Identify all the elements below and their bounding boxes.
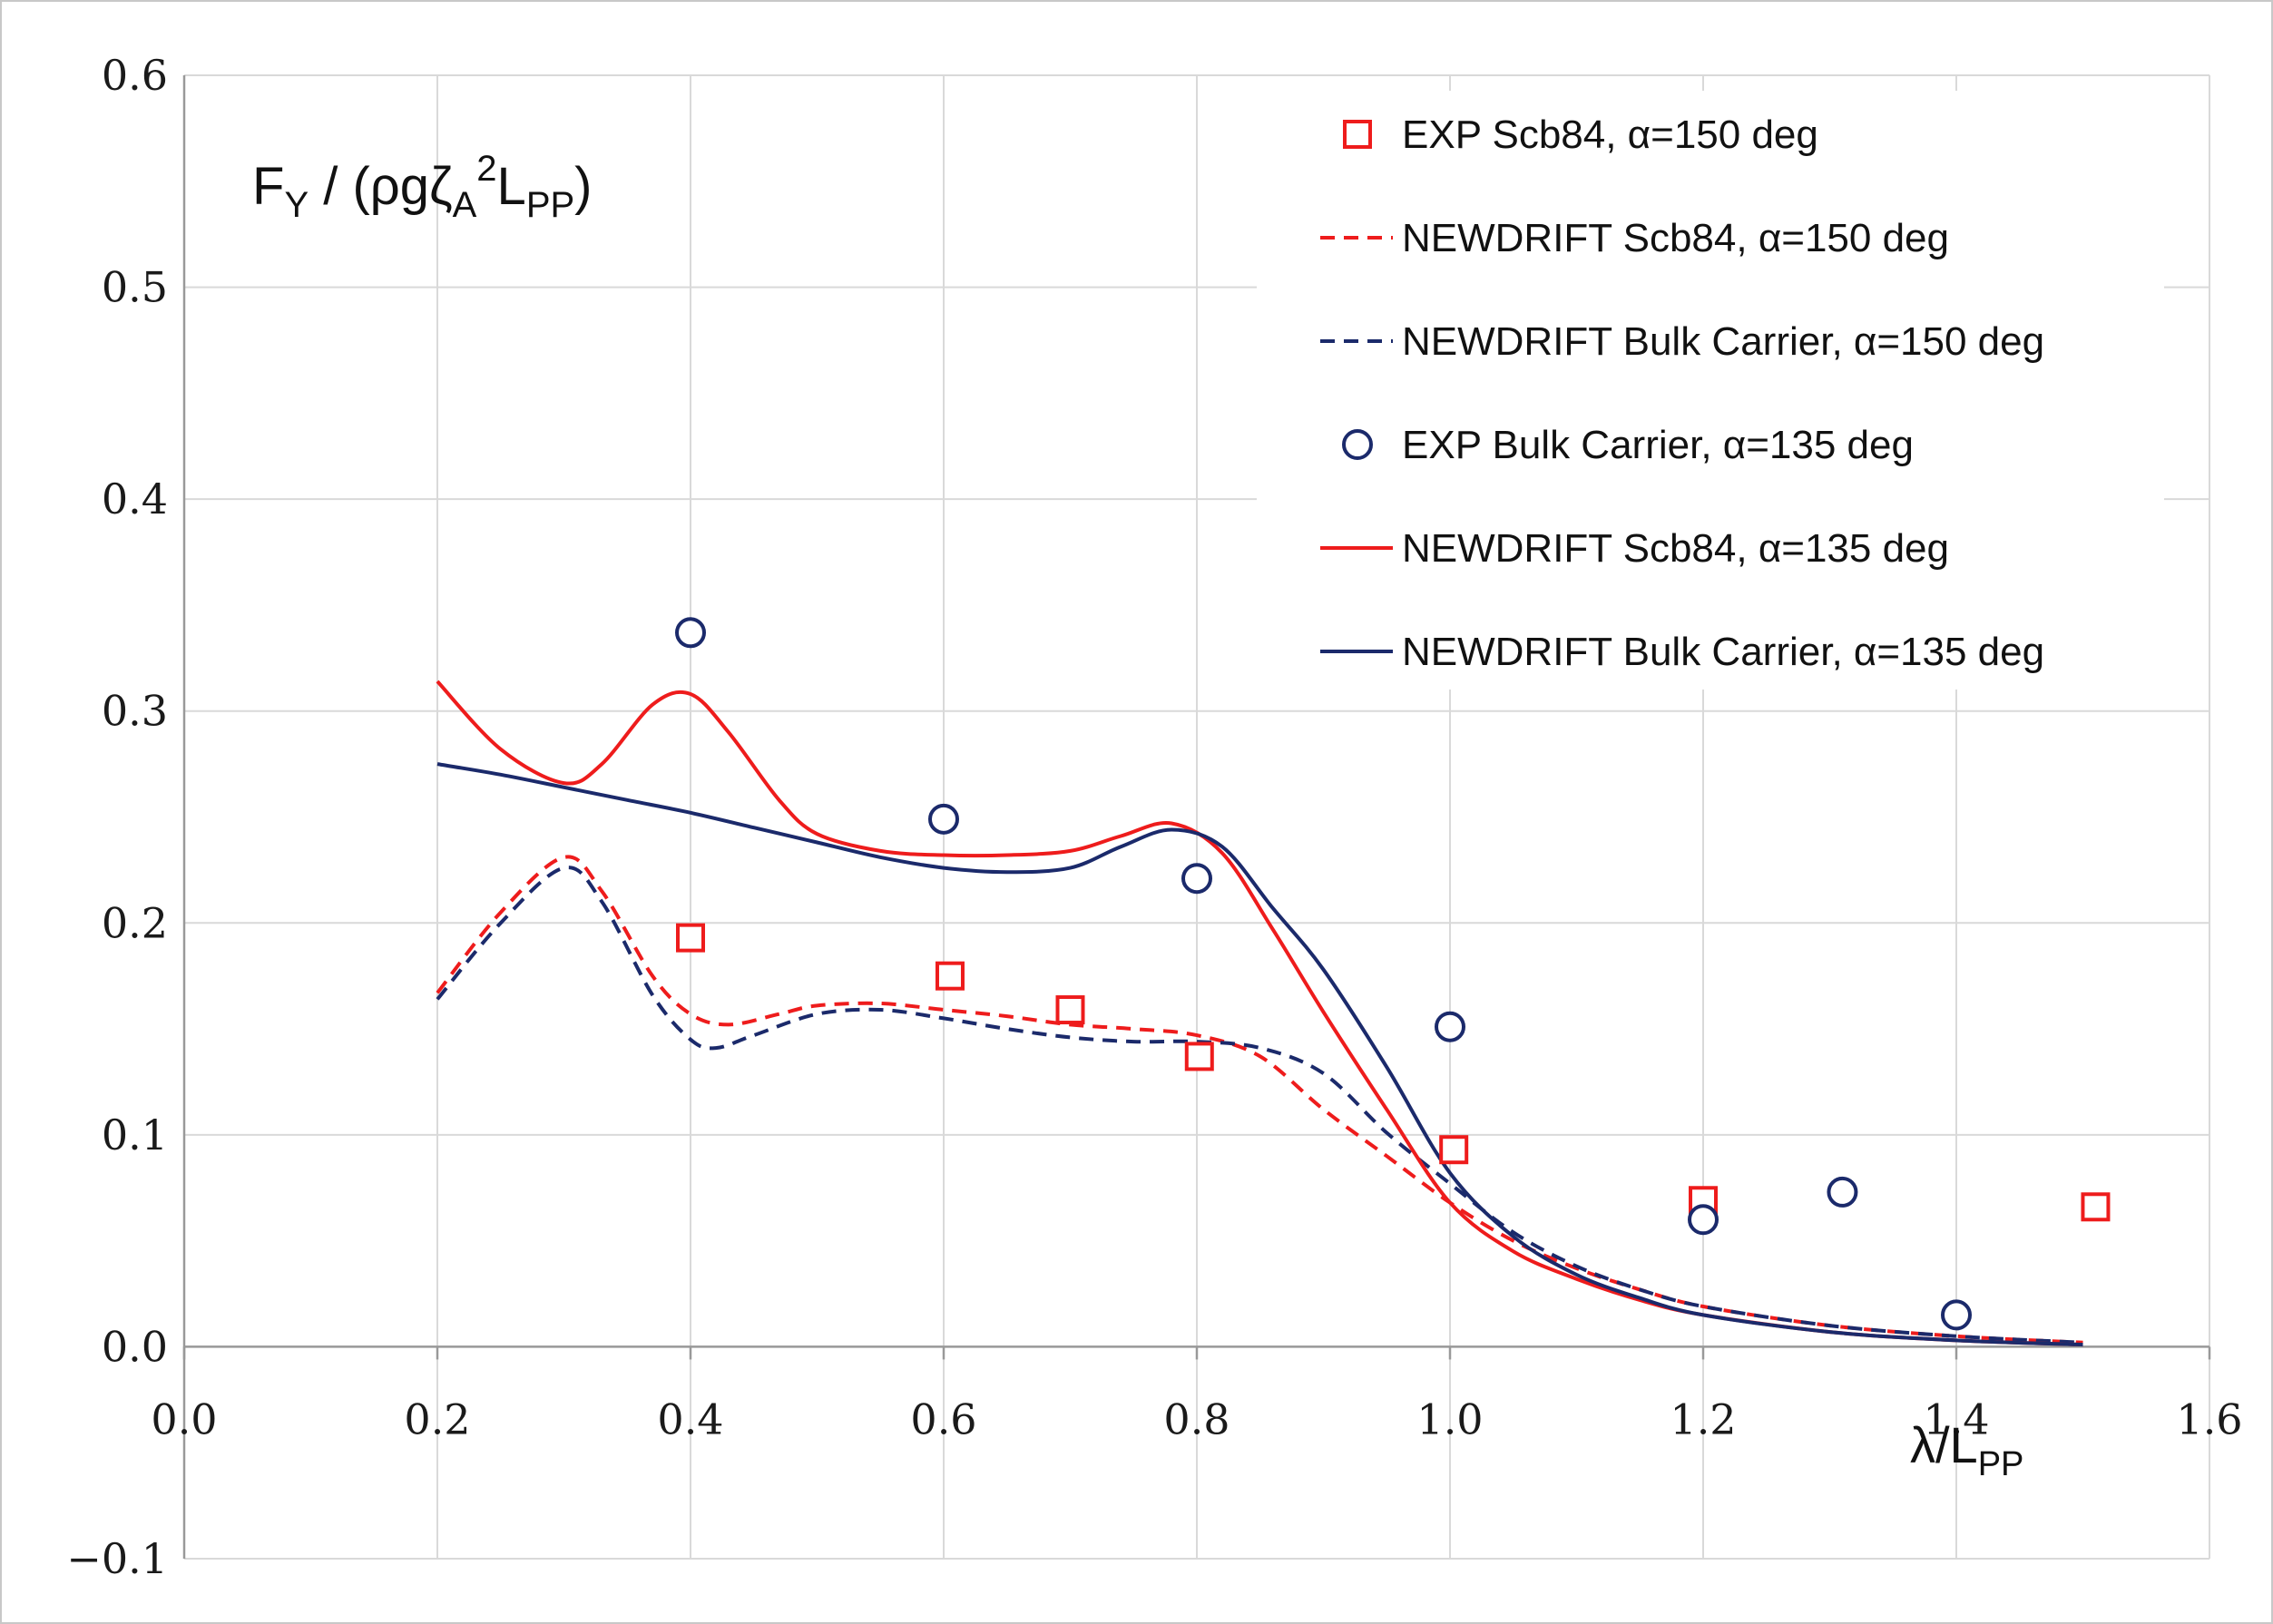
x-tick-label: 0.8 — [1163, 1394, 1230, 1443]
legend-label: NEWDRIFT Bulk Carrier, α=135 deg — [1402, 630, 2044, 674]
data-point-circle — [675, 617, 706, 649]
legend-label: EXP Scb84, α=150 deg — [1402, 113, 1818, 157]
y-tick-label: 0.2 — [102, 898, 168, 947]
x-tick-label: 1.6 — [2176, 1394, 2242, 1443]
data-point-square — [2081, 1192, 2111, 1222]
legend-item-0: EXP Scb84, α=150 deg — [1343, 113, 1818, 157]
legend-item-3: EXP Bulk Carrier, α=135 deg — [1342, 423, 1914, 467]
data-point-circle — [1181, 863, 1212, 895]
x-axis-label: λ/LPP — [1910, 1416, 2023, 1483]
x-tick-label: 0.2 — [404, 1394, 470, 1443]
legend: EXP Scb84, α=150 deg NEWDRIFT Scb84, α=15… — [1257, 91, 2164, 690]
x-tick-label: 1.0 — [1416, 1394, 1483, 1443]
series-layer — [436, 617, 2111, 1347]
y-tick-label: 0.1 — [102, 1110, 168, 1159]
legend-marker-square — [1343, 120, 1372, 149]
x-tick-label: 1.4 — [1923, 1394, 1989, 1443]
data-point-circle — [928, 803, 959, 835]
data-point-circle — [1827, 1176, 1858, 1208]
data-point-square — [1439, 1135, 1469, 1165]
legend-label: NEWDRIFT Bulk Carrier, α=150 deg — [1402, 319, 2044, 364]
legend-label: NEWDRIFT Scb84, α=135 deg — [1402, 526, 1949, 571]
y-tick-label: 0.4 — [102, 474, 168, 523]
legend-background — [1257, 91, 2164, 690]
data-point-square — [935, 961, 965, 991]
series-line — [436, 866, 2083, 1345]
x-tick-label: 0.4 — [657, 1394, 723, 1443]
series-3 — [675, 617, 1972, 1331]
x-tick-labels: 0.0 0.2 0.4 0.6 0.8 1.0 1.2 1.4 1.6 — [151, 1394, 2242, 1443]
y-tick-label: 0.3 — [102, 687, 168, 736]
y-axis-label: FY / (ρgζA2LPP) — [252, 149, 593, 225]
y-tick-labels: −0.1 0.0 0.1 0.2 0.3 0.4 0.5 0.6 — [66, 51, 168, 1583]
data-point-square — [1055, 995, 1085, 1025]
y-tick-label: 0.6 — [102, 51, 168, 100]
data-point-circle — [1941, 1299, 1972, 1331]
data-point-square — [1184, 1042, 1214, 1071]
y-tick-label: 0.0 — [102, 1322, 168, 1371]
x-tick-label: 1.2 — [1670, 1394, 1736, 1443]
series-5 — [436, 762, 2083, 1347]
x-tick-label: 0.6 — [910, 1394, 976, 1443]
data-point-circle — [1435, 1011, 1465, 1042]
legend-marker-circle — [1342, 429, 1373, 460]
legend-label: EXP Bulk Carrier, α=135 deg — [1402, 423, 1914, 467]
series-line — [436, 762, 2083, 1347]
axes — [182, 75, 2211, 1559]
legend-item-5: NEWDRIFT Bulk Carrier, α=135 deg — [1320, 630, 2044, 674]
x-tick-label: 0.0 — [151, 1394, 217, 1443]
legend-item-1: NEWDRIFT Scb84, α=150 deg — [1320, 216, 1949, 260]
data-point-circle — [1688, 1204, 1719, 1236]
legend-label: NEWDRIFT Scb84, α=150 deg — [1402, 216, 1949, 260]
y-tick-label: −0.1 — [66, 1534, 168, 1583]
legend-item-2: NEWDRIFT Bulk Carrier, α=150 deg — [1320, 319, 2044, 364]
y-tick-label: 0.5 — [102, 263, 168, 312]
series-2 — [436, 866, 2083, 1345]
legend-item-4: NEWDRIFT Scb84, α=135 deg — [1320, 526, 1949, 571]
data-point-square — [676, 923, 705, 953]
